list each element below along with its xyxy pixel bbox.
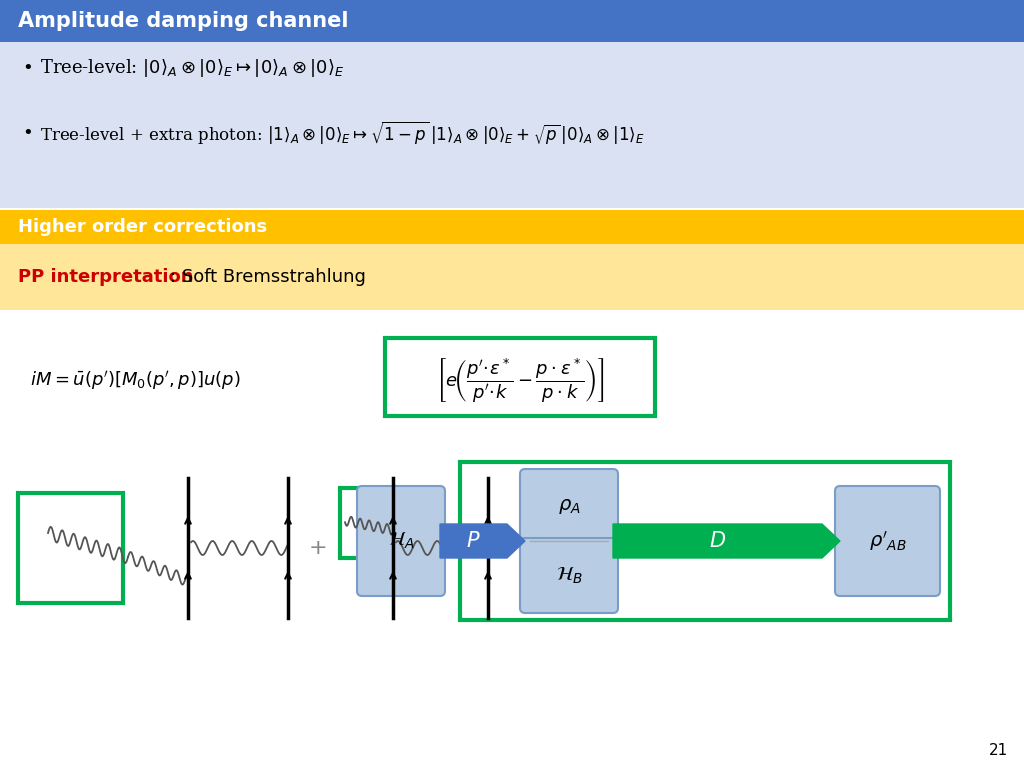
- FancyBboxPatch shape: [385, 338, 655, 416]
- Text: $D$: $D$: [709, 531, 726, 551]
- Text: : Soft Bremsstrahlung: : Soft Bremsstrahlung: [170, 268, 366, 286]
- Text: Amplitude damping channel: Amplitude damping channel: [18, 11, 348, 31]
- Bar: [0, 42, 1024, 208]
- Text: 21: 21: [989, 743, 1008, 758]
- FancyBboxPatch shape: [520, 469, 618, 544]
- Text: $\mathcal{H}_B$: $\mathcal{H}_B$: [556, 565, 583, 586]
- Text: $iM = \bar{u}(p^{\prime})\left[M_0(p^{\prime},p)\right]u(p)$: $iM = \bar{u}(p^{\prime})\left[M_0(p^{\p…: [30, 369, 241, 392]
- Bar: [0, 210, 1024, 244]
- Text: $P$: $P$: [466, 531, 481, 551]
- Text: $\rho_A$: $\rho_A$: [558, 497, 581, 516]
- Text: Tree-level + extra photon: $|1\rangle_A \otimes |0\rangle_E \mapsto \sqrt{1-p}\,: Tree-level + extra photon: $|1\rangle_A …: [40, 120, 645, 147]
- FancyBboxPatch shape: [357, 486, 445, 596]
- FancyBboxPatch shape: [18, 493, 123, 603]
- FancyBboxPatch shape: [835, 486, 940, 596]
- Text: Tree-level: $|0\rangle_A \otimes |0\rangle_E \mapsto |0\rangle_A \otimes |0\rang: Tree-level: $|0\rangle_A \otimes |0\rang…: [40, 57, 344, 79]
- Text: $\mathcal{H}_A$: $\mathcal{H}_A$: [388, 531, 415, 551]
- Text: •: •: [22, 59, 33, 77]
- FancyArrow shape: [613, 524, 840, 558]
- Bar: [0, 244, 1024, 310]
- Text: $\rho'_{AB}$: $\rho'_{AB}$: [868, 529, 906, 553]
- Text: +: +: [308, 538, 328, 558]
- FancyArrow shape: [440, 524, 525, 558]
- FancyBboxPatch shape: [520, 538, 618, 613]
- Bar: [0, 0, 1024, 42]
- FancyBboxPatch shape: [340, 488, 388, 558]
- Text: •: •: [22, 124, 33, 142]
- FancyBboxPatch shape: [460, 462, 950, 620]
- Text: PP interpretation: PP interpretation: [18, 268, 194, 286]
- Text: Higher order corrections: Higher order corrections: [18, 218, 267, 236]
- Text: $\left[e\!\left(\dfrac{p^{\prime}\!\cdot\!\varepsilon^*}{p^{\prime}\!\cdot\! k} : $\left[e\!\left(\dfrac{p^{\prime}\!\cdot…: [436, 356, 604, 404]
